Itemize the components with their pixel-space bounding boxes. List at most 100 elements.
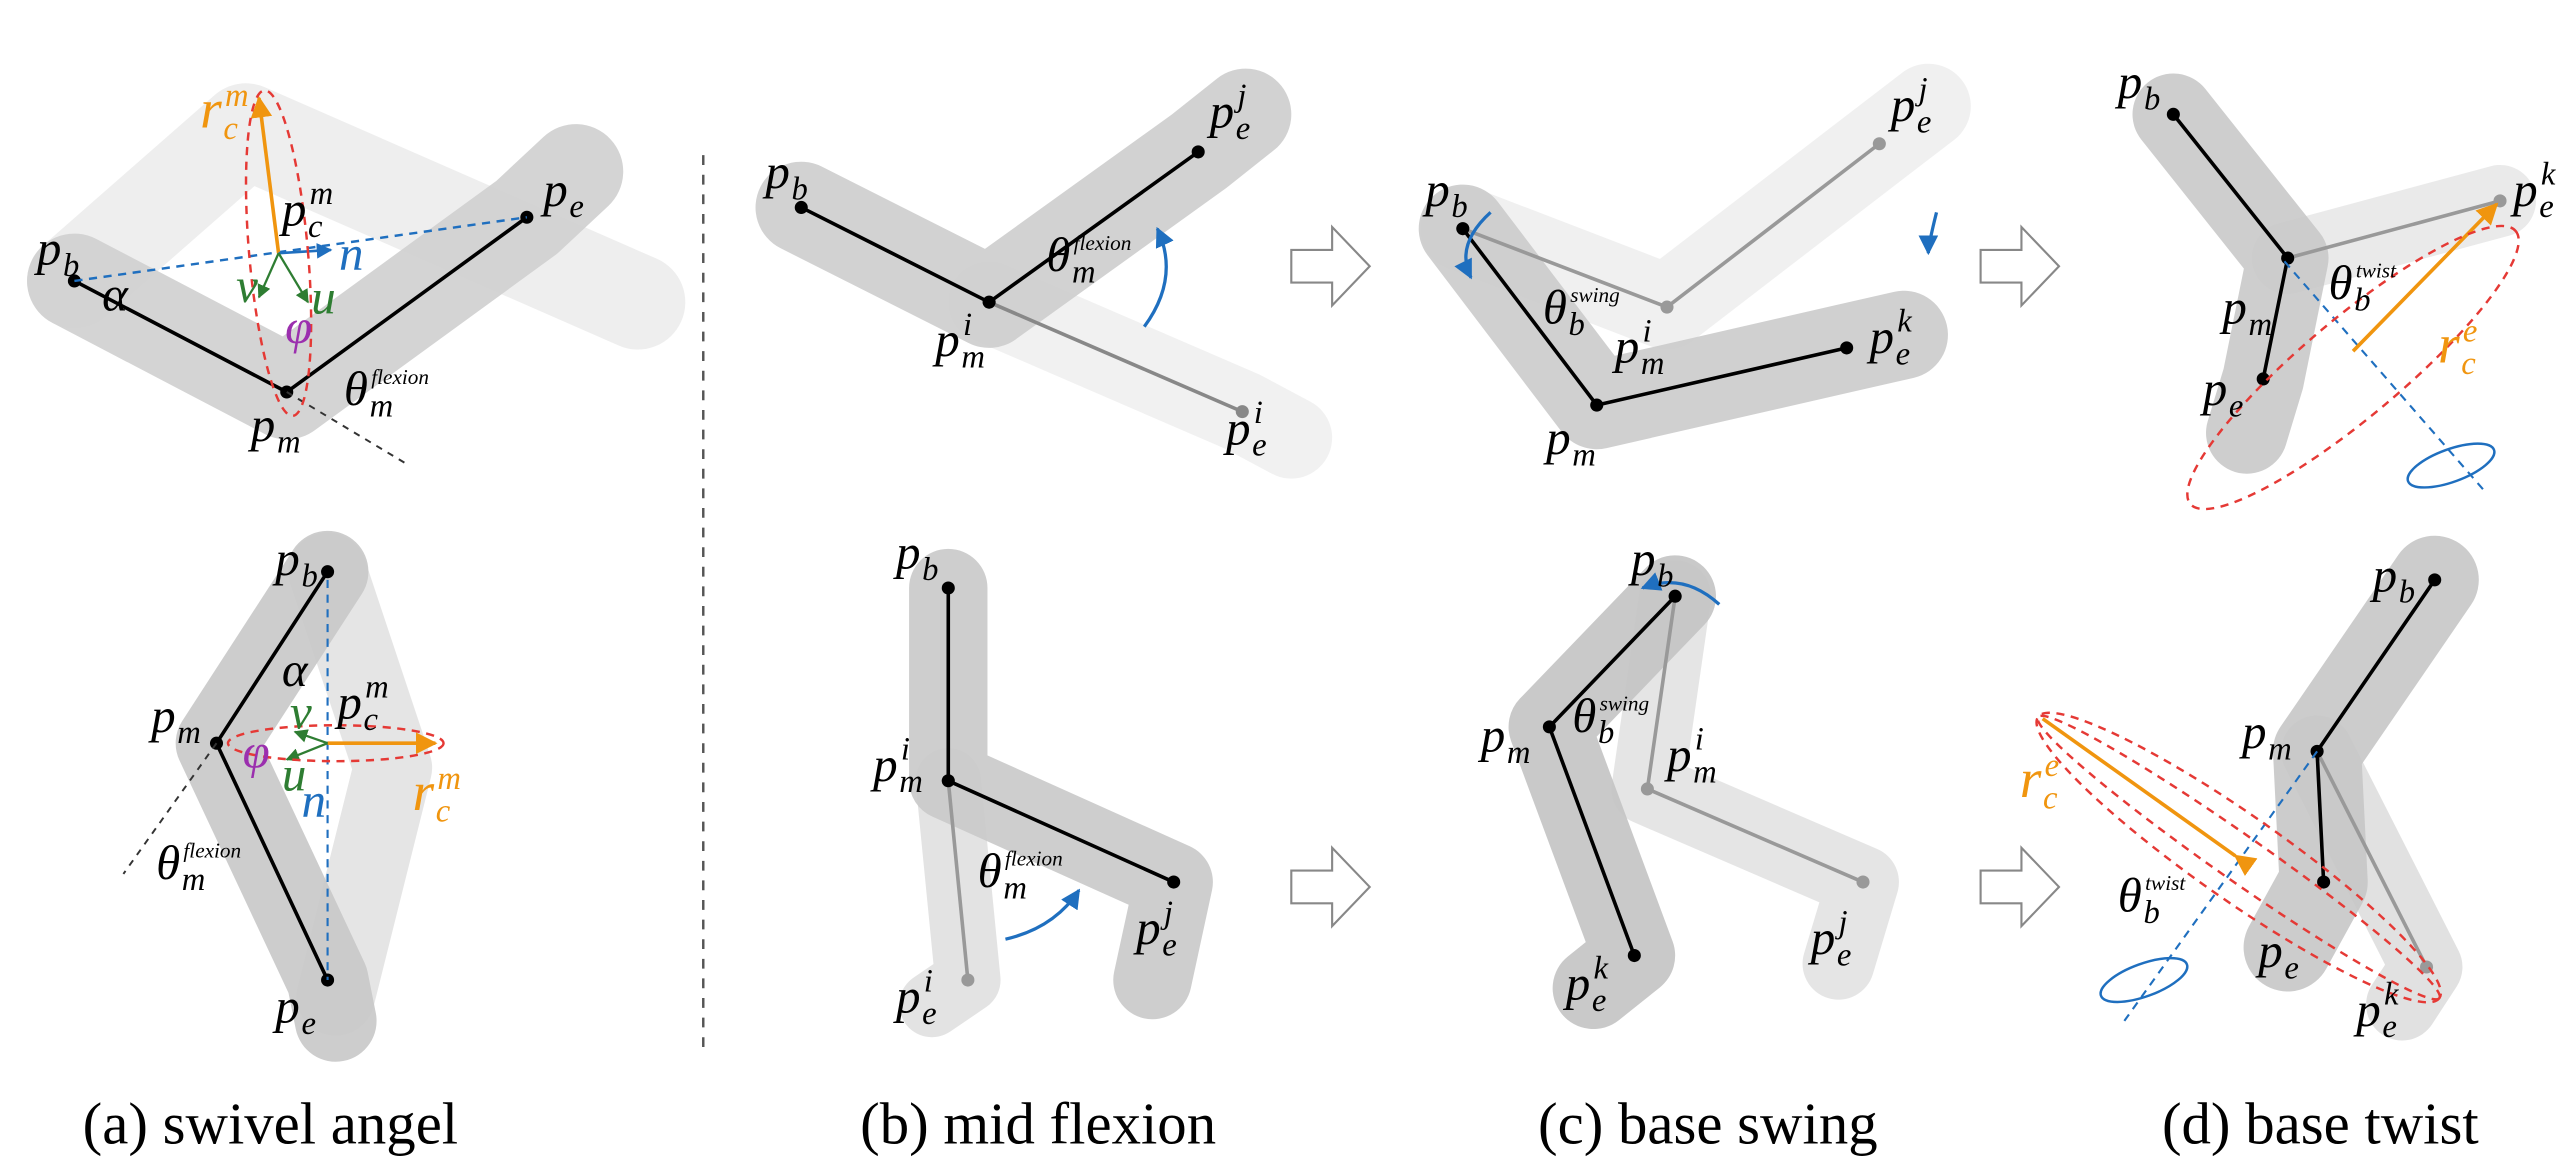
subscript: m [1572,438,1596,474]
symbol: α [102,266,129,321]
subscript: e [569,189,584,225]
joint [1167,876,1180,889]
limb [2173,114,2287,433]
joint [961,974,974,987]
symbol: p [1563,956,1591,1011]
symbol: p [1207,83,1235,138]
symbol: p [1612,319,1640,374]
subscript: c [308,209,323,245]
superscript: swing [1600,692,1650,716]
symbol: p [148,688,176,743]
superscript: k [2384,977,2399,1013]
symbol: p [1628,531,1656,586]
symbol: p [334,675,362,730]
figure: rcmpcmpbpeαnvuφθmflexionpmpbαpcmpmvφunrc… [0,0,2563,1163]
symbol: p [2353,982,2381,1037]
symbol: φ [285,299,312,354]
process-arrow [1291,227,1369,305]
symbol: p [2255,923,2283,978]
subscript: e [1896,336,1911,372]
joint [1641,782,1654,795]
subscript: m [1693,754,1717,790]
joint [1590,399,1603,412]
subscript: c [2043,781,2058,817]
subscript: e [922,996,937,1032]
caption: (a) swivel angel [83,1091,459,1156]
symbol: p [248,397,276,452]
subscript: m [1507,735,1531,771]
subscript: b [63,248,79,284]
subscript: e [2539,189,2554,225]
symbol: p [272,979,300,1034]
caption: (c) base swing [1538,1091,1878,1156]
joint [1840,341,1853,354]
symbol: p [279,181,307,236]
joint [1543,720,1556,733]
illustration [68,88,2547,1054]
process-arrow [1291,848,1369,926]
subscript: m [370,389,394,425]
limb [801,114,1245,302]
subscript: m [2268,732,2292,768]
superscript: m [225,78,249,114]
superscript: twist [2356,259,2397,283]
symbol: p [762,144,790,199]
superscript: i [1695,722,1704,758]
rotation-circle [2402,435,2499,497]
symbol: p [2510,162,2538,217]
symbol: p [870,737,897,792]
superscript: i [1254,395,1263,431]
subscript: m [177,715,201,751]
subscript: c [2461,346,2476,382]
symbol: v [236,258,258,313]
symbol: p [1422,162,1450,217]
subscript: e [1252,428,1266,464]
subscript: b [301,558,317,594]
superscript: k [1593,950,1608,986]
superscript: swing [1570,283,1620,307]
superscript: m [365,669,389,705]
symbol: p [2200,361,2228,416]
annotation-line [279,253,308,302]
subscript: b [922,552,938,588]
subscript: b [791,171,807,207]
symbol: θ [2329,255,2353,310]
symbol: θ [156,835,180,890]
subscript: e [2382,1009,2397,1045]
symbol: p [1867,309,1895,364]
symbol: p [1664,727,1692,782]
subscript: e [1592,983,1606,1019]
superscript: twist [2145,871,2186,895]
subscript: m [277,424,301,460]
subscript: b [2354,282,2370,318]
process-arrow [1981,848,2059,926]
superscript: i [924,963,933,999]
caption: (b) mid flexion [860,1091,1216,1156]
superscript: i [963,307,972,343]
joint [942,774,955,787]
joint [2281,252,2294,265]
annotation-line [2284,261,2483,490]
superscript: flexion [1074,231,1132,255]
superscript: m [310,176,334,212]
page: rcmpcmpbpeαnvuφθmflexionpmpbαpcmpmvφunrc… [0,0,2563,1163]
subscript: m [2248,307,2272,343]
symbol: p [540,162,568,217]
subscript: m [1003,870,1027,906]
symbol: θ [978,843,1002,898]
superscript: k [1897,304,1912,340]
superscript: e [2463,313,2478,349]
symbol: p [893,524,920,579]
symbol: p [932,312,960,367]
subscript: c [436,794,451,830]
subscript: c [364,702,379,738]
caption: (d) base twist [2162,1091,2479,1156]
joint [210,737,223,750]
symbol: p [1133,900,1161,955]
subscript: m [899,764,923,800]
subscript: e [1236,111,1250,147]
subscript: m [182,862,206,898]
superscript: e [2045,748,2059,784]
symbol: p [2115,54,2143,109]
subscript: m [1641,346,1665,382]
